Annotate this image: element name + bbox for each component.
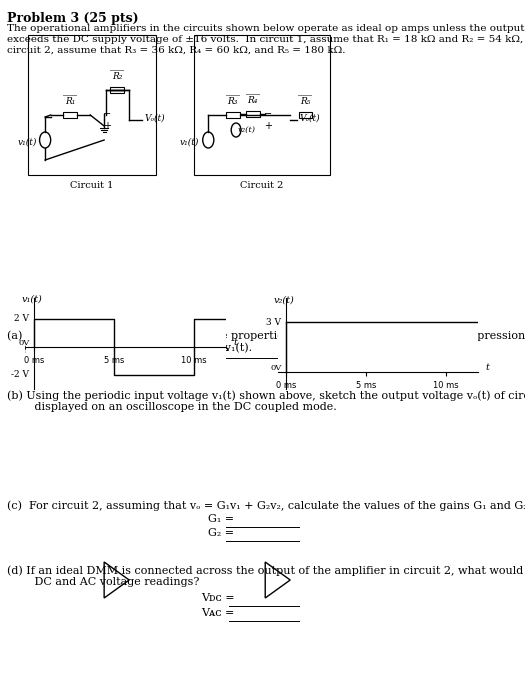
Text: t: t bbox=[234, 338, 238, 347]
Text: R₄: R₄ bbox=[247, 96, 258, 105]
Text: t: t bbox=[486, 363, 490, 372]
Text: (a) Using only Kirchhoff’s laws and the properties of an ideal op amp, derive th: (a) Using only Kirchhoff’s laws and the … bbox=[7, 330, 525, 341]
Text: Problem 3 (25 pts): Problem 3 (25 pts) bbox=[7, 12, 139, 25]
Text: Vᴀᴄ =: Vᴀᴄ = bbox=[202, 608, 235, 618]
Bar bbox=[194, 35, 330, 175]
Text: Vₒ(t): Vₒ(t) bbox=[299, 113, 320, 122]
Text: ――: ―― bbox=[226, 91, 239, 99]
Text: -2 V: -2 V bbox=[12, 370, 29, 379]
Text: exceeds the DC supply voltage of ±16 volts.  In circuit 1, assume that R₁ = 18 k: exceeds the DC supply voltage of ±16 vol… bbox=[7, 35, 525, 44]
Bar bbox=[246, 111, 260, 117]
Text: gain G of circuit 1, where vₒ(t) = G v₁(t).: gain G of circuit 1, where vₒ(t) = G v₁(… bbox=[7, 342, 252, 353]
Text: (b) Using the periodic input voltage v₁(t) shown above, sketch the output voltag: (b) Using the periodic input voltage v₁(… bbox=[7, 390, 525, 400]
Text: v₁(t): v₁(t) bbox=[179, 137, 198, 146]
Text: 3 V: 3 V bbox=[267, 318, 281, 327]
Text: Circuit 1: Circuit 1 bbox=[70, 181, 113, 190]
Text: −: − bbox=[264, 109, 272, 119]
Text: R₁: R₁ bbox=[65, 97, 75, 106]
Bar bbox=[110, 87, 124, 93]
Text: R₂: R₂ bbox=[112, 72, 122, 81]
Text: ――: ―― bbox=[110, 66, 124, 74]
Text: R₅: R₅ bbox=[300, 97, 311, 106]
Text: 2 V: 2 V bbox=[15, 314, 29, 323]
Text: circuit 2, assume that R₃ = 36 kΩ, R₄ = 60 kΩ, and R₅ = 180 kΩ.: circuit 2, assume that R₃ = 36 kΩ, R₄ = … bbox=[7, 46, 345, 55]
Text: R₃: R₃ bbox=[227, 97, 238, 106]
Text: 0V: 0V bbox=[18, 339, 29, 347]
Text: Vₒ(t): Vₒ(t) bbox=[144, 113, 165, 122]
Text: G₁ =: G₁ = bbox=[208, 514, 234, 524]
Bar bbox=[226, 112, 239, 118]
Text: displayed on an oscilloscope in the DC coupled mode.: displayed on an oscilloscope in the DC c… bbox=[17, 402, 337, 412]
Text: ――: ―― bbox=[63, 91, 77, 99]
Text: The operational amplifiers in the circuits shown below operate as ideal op amps : The operational amplifiers in the circui… bbox=[7, 24, 525, 33]
Text: (d) If an ideal DMM is connected across the output of the amplifier in circuit 2: (d) If an ideal DMM is connected across … bbox=[7, 565, 525, 575]
Bar bbox=[28, 35, 156, 175]
Text: 0V: 0V bbox=[270, 364, 281, 372]
Text: v₁(t): v₁(t) bbox=[22, 295, 42, 304]
Text: v₁(t): v₁(t) bbox=[17, 137, 37, 146]
Text: G =: G = bbox=[208, 345, 230, 355]
Text: +: + bbox=[103, 121, 111, 131]
Text: v₂(t): v₂(t) bbox=[274, 295, 294, 304]
Text: +: + bbox=[264, 121, 272, 131]
Text: Circuit 2: Circuit 2 bbox=[240, 181, 284, 190]
Text: −: − bbox=[103, 109, 111, 119]
Text: DC and AC voltage readings?: DC and AC voltage readings? bbox=[17, 577, 199, 587]
Text: ――: ―― bbox=[299, 91, 312, 99]
Bar bbox=[63, 112, 77, 118]
Bar bbox=[299, 112, 312, 118]
Text: (c)  For circuit 2, assuming that vₒ = G₁v₁ + G₂v₂, calculate the values of the : (c) For circuit 2, assuming that vₒ = G₁… bbox=[7, 500, 525, 510]
Text: Vᴅᴄ =: Vᴅᴄ = bbox=[202, 593, 235, 603]
Text: ――: ―― bbox=[246, 90, 260, 98]
Text: v₂(t): v₂(t) bbox=[237, 126, 256, 134]
Text: G₂ =: G₂ = bbox=[208, 528, 234, 538]
